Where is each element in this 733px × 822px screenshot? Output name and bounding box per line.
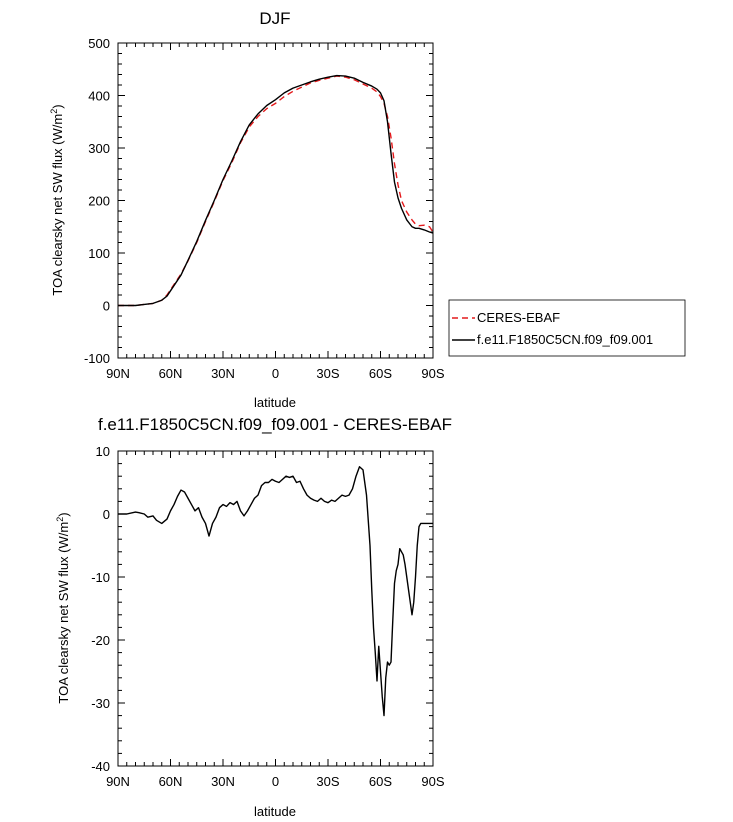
x-tick-label: 30N [211,366,235,381]
chart-top-ticks [117,42,434,359]
y-axis-label-top-end: ) [50,104,65,108]
y-tick-label: 500 [88,36,110,51]
x-tick-label: 60N [159,366,183,381]
y-tick-label: -100 [84,351,110,366]
x-tick-label: 30S [316,366,339,381]
x-tick-label: 30N [211,774,235,789]
x-tick-label: 0 [272,366,279,381]
x-tick-label: 0 [272,774,279,789]
chart-top-series [118,74,434,307]
y-tick-label: 300 [88,141,110,156]
x-tick-label: 60S [369,774,392,789]
chart-bottom-ticks [117,450,434,767]
chart-top-frame [117,42,434,359]
legend-box [448,299,686,357]
y-tick-label: 200 [88,194,110,209]
y-axis-label-bottom-main: TOA clearsky net SW flux (W/m [56,522,71,704]
y-axis-label-top-sup: 2 [49,109,59,114]
x-tick-label: 90N [106,366,130,381]
x-tick-label: 90S [421,774,444,789]
y-axis-label-top: TOA clearsky net SW flux (W/m2) [49,104,65,295]
legend-label-ceres: CERES-EBAF [477,310,560,325]
chart-bottom-frame [117,450,434,767]
chart-bottom-series [118,466,433,717]
chart-top-xtick-labels: 90N 60N 30N 0 30S 60S 90S [106,366,445,381]
series-line-top-1 [118,74,434,307]
chart-bottom-xtick-labels: 90N 60N 30N 0 30S 60S 90S [106,774,445,789]
chart-bottom-ytick-labels: -40 -30 -20 -10 0 10 [91,444,110,774]
y-tick-label: -30 [91,696,110,711]
x-axis-label-top: latitude [254,395,296,410]
series-line-bottom-0 [118,466,433,717]
legend-label-model: f.e11.F1850C5CN.f09_f09.001 [477,332,653,347]
x-tick-label: 90S [421,366,444,381]
x-tick-label: 90N [106,774,130,789]
chart-bottom: f.e11.F1850C5CN.f09_f09.001 - CERES-EBAF… [55,415,452,819]
y-tick-label: 400 [88,89,110,104]
x-axis-label-bottom: latitude [254,804,296,819]
x-tick-label: 60S [369,366,392,381]
y-tick-label: 100 [88,246,110,261]
x-tick-label: 30S [316,774,339,789]
x-tick-label: 60N [159,774,183,789]
y-tick-label: 0 [103,507,110,522]
y-axis-label-bottom: TOA clearsky net SW flux (W/m2) [55,512,71,703]
y-tick-label: 10 [96,444,110,459]
y-tick-label: 0 [103,299,110,314]
y-tick-label: -20 [91,633,110,648]
chart-top: DJF 90N 60N 30N 0 30S 60S 90S -100 0 100 200 300 40… [49,9,445,410]
y-axis-label-bottom-sup: 2 [55,517,65,522]
legend: CERES-EBAF f.e11.F1850C5CN.f09_f09.001 [448,299,686,357]
y-axis-label-top-main: TOA clearsky net SW flux (W/m [50,114,65,296]
chart-title-top: DJF [259,9,290,28]
chart-title-bottom: f.e11.F1850C5CN.f09_f09.001 - CERES-EBAF [98,415,452,434]
y-tick-label: -10 [91,570,110,585]
y-tick-label: -40 [91,759,110,774]
y-axis-label-bottom-end: ) [56,512,71,516]
chart-top-ytick-labels: -100 0 100 200 300 400 500 [84,36,110,366]
